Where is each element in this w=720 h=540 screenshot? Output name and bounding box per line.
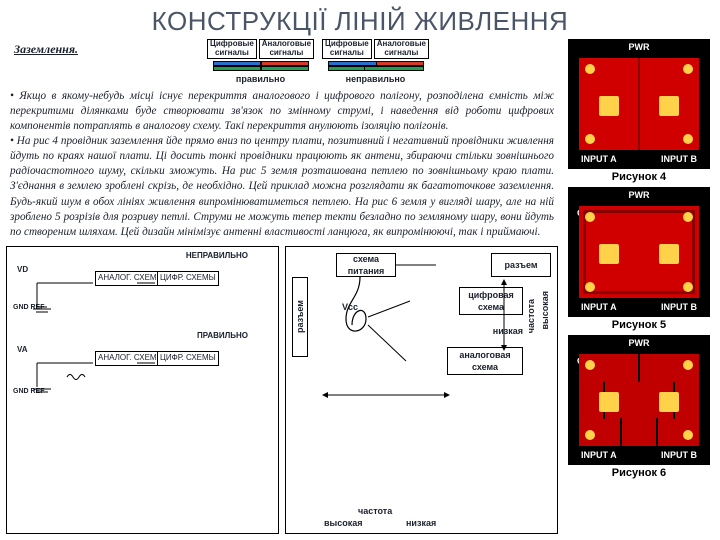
schem-wires-top [7,257,278,317]
signal-diagrams: Цифровые сигналы Аналоговые сигналы прав… [78,39,558,85]
caption-incorrect: неправильно [346,73,406,85]
pcb-6: PWR OUTPUT A B INPUT A INPUT B [568,335,710,465]
pcb4-pwr: PWR [629,42,650,52]
pcb-4: PWR OUTPUT OUTPUT A B INPUT A INPUT B [568,39,710,169]
figure-6: PWR OUTPUT A B INPUT A INPUT B [564,335,714,479]
pcb4-in: INPUT A [581,154,617,164]
bd-freq-low: низкая [493,325,523,337]
caption-5: Рисунок 5 [612,319,666,331]
bd-digital: цифровая схема [459,287,523,315]
schem-wires-bot [7,337,278,407]
page-title: КОНСТРУКЦІЇ ЛІНІЙ ЖИВЛЕННЯ [0,0,720,39]
pcb5-pwr: PWR [629,190,650,200]
bd-freq-axis-h: частота [358,505,392,517]
label-digital-2: Цифровые сигналы [322,39,372,59]
pcb5-in2: INPUT B [661,302,697,312]
right-column: PWR OUTPUT OUTPUT A B INPUT A INPUT B [564,39,714,534]
label-digital: Цифровые сигналы [207,39,257,59]
pcb6-in: INPUT A [581,450,617,460]
left-column: Заземлення. Цифровые сигналы Аналоговые … [6,39,558,534]
body-paragraph: • Якщо в якому-небудь місці існує перекр… [10,89,554,240]
figure-5: PWR OUTPUT A B INPUT A INPUT B [564,187,714,331]
caption-correct: правильно [236,73,285,85]
label-analog-2: Аналоговые сигналы [374,39,429,59]
subheading: Заземлення. [14,41,78,57]
caption-4: Рисунок 4 [612,171,666,183]
pcb6-pwr: PWR [629,338,650,348]
pcb5-in: INPUT A [581,302,617,312]
block-diagram: схема питания разъем разъем Vcc цифровая… [285,246,558,534]
content-row: Заземлення. Цифровые сигналы Аналоговые … [0,39,720,540]
bd-psu: схема питания [336,253,396,277]
bottom-diagrams: НЕПРАВИЛЬНО АНАЛОГ. СХЕМЫ ЦИФР. СХЕМЫ GN… [6,246,558,534]
pcb6-in2: INPUT B [661,450,697,460]
bd-vcc: Vcc [342,301,358,313]
pcb4-in2: INPUT B [661,154,697,164]
bd-analog: аналоговая схема [447,347,523,375]
bd-freq-high: высокая [539,291,551,329]
bd-connector-v: разъем [292,277,308,357]
bd-freq-axis-v: частота [525,299,537,333]
bd-freq-high-2: высокая [324,517,362,529]
signal-block-correct: Цифровые сигналы Аналоговые сигналы прав… [207,39,314,85]
figure-4: PWR OUTPUT OUTPUT A B INPUT A INPUT B [564,39,714,183]
schematic-diagram: НЕПРАВИЛЬНО АНАЛОГ. СХЕМЫ ЦИФР. СХЕМЫ GN… [6,246,279,534]
bd-connector: разъем [491,253,551,277]
signal-block-incorrect: Цифровые сигналы Аналоговые сигналы непр… [322,39,429,85]
pcb-5: PWR OUTPUT A B INPUT A INPUT B [568,187,710,317]
label-analog: Аналоговые сигналы [259,39,314,59]
bd-freq-low-2: низкая [406,517,436,529]
caption-6: Рисунок 6 [612,467,666,479]
